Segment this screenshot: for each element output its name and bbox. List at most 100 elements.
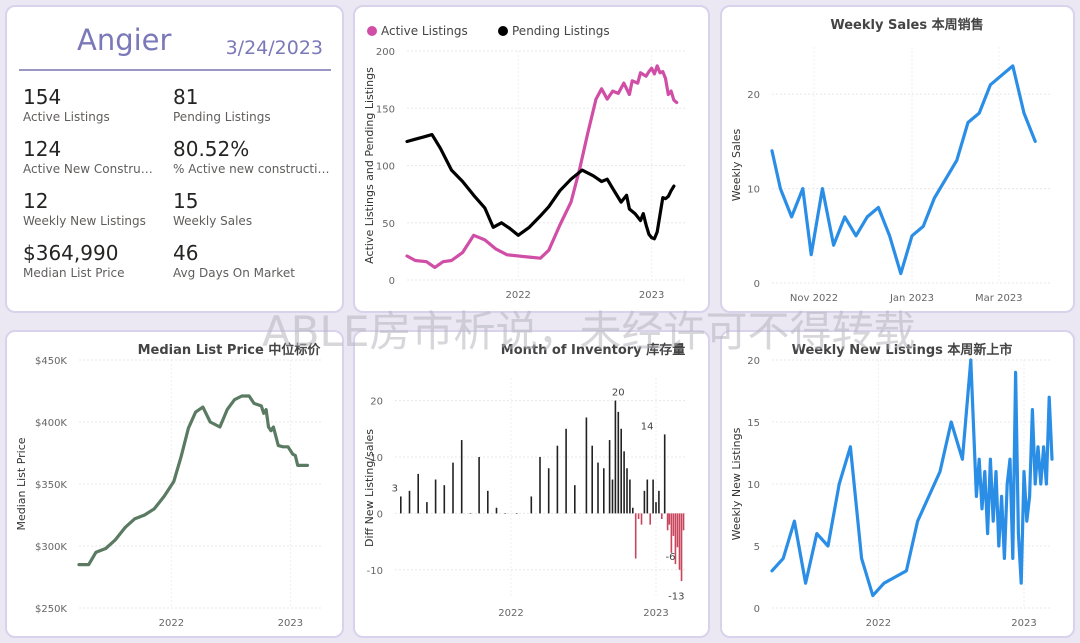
kpi-median-list-price: $364,990 Median List Price [23, 241, 183, 281]
kpi-label: Active New Constructi... [23, 162, 158, 176]
y-tick-label: 50 [382, 219, 395, 230]
kpi-value: 124 [23, 137, 62, 161]
chart-title: Weekly Sales 本周销售 [830, 17, 983, 33]
series-line [405, 133, 676, 241]
bar [478, 456, 480, 514]
y-tick-label: 0 [754, 279, 760, 290]
bar [611, 479, 614, 514]
bar [626, 468, 628, 514]
bar [487, 490, 489, 514]
report-date: 3/24/2023 [225, 37, 323, 59]
bar [617, 411, 620, 514]
month-of-inventory-chart: Month of Inventory 库存量 -10 0 10 20 2022 2023 Di… [363, 342, 685, 619]
y-tick-label: 0 [377, 509, 383, 520]
kpi-header: Angier 3/24/2023 [19, 19, 331, 71]
bar [597, 462, 599, 514]
x-tick-label: 2023 [1011, 618, 1036, 629]
bar [680, 513, 683, 582]
legend-marker [367, 26, 377, 36]
y-tick-label: 0 [389, 276, 395, 287]
bar [674, 513, 677, 565]
bar [640, 513, 643, 525]
y-tick-label: 10 [747, 185, 760, 196]
weekly-sales-chart-card: Weekly Sales 本周销售 0 10 20 Nov 2022 Jan 2023 Ma… [720, 5, 1075, 313]
bar [672, 513, 675, 536]
chart-title: Weekly New Listings 本周新上市 [792, 342, 1013, 358]
bar [652, 479, 654, 514]
median-list-price-chart: Median List Price 中位标价 $250K $300K $350K $40… [15, 342, 322, 629]
y-tick-label: $300K [35, 542, 67, 553]
bar [603, 468, 605, 514]
bar [452, 462, 454, 514]
y-tick-label: -10 [367, 566, 383, 577]
bar [623, 451, 625, 514]
y-axis-label: Active Listings and Pending Listings [363, 67, 376, 264]
x-tick-label: 2022 [159, 618, 184, 629]
y-tick-label: 200 [376, 47, 395, 58]
data-label: -6 [666, 552, 676, 563]
bar [426, 502, 428, 514]
kpi-value: 80.52% [173, 137, 250, 161]
kpi-value: 154 [23, 85, 62, 109]
bar [469, 513, 472, 514]
data-label: 3 [392, 483, 398, 494]
y-axis-label: Weekly New Listings [730, 427, 743, 540]
kpi-label: Pending Listings [173, 110, 271, 124]
bar [676, 513, 679, 548]
x-tick-label: 2023 [278, 618, 303, 629]
x-tick-label: 2023 [639, 290, 664, 301]
bar [655, 502, 657, 514]
bar [434, 479, 437, 514]
kpi-pending-listings: 81 Pending Listings [173, 85, 333, 125]
series-line [770, 64, 1037, 276]
bar [663, 434, 666, 514]
y-tick-label: $400K [35, 418, 67, 429]
kpi-value: 12 [23, 189, 49, 213]
kpi-label: % Active new constructions [173, 162, 333, 176]
kpi-card: Angier 3/24/2023 154 Active Listings 81 … [5, 5, 344, 313]
bar [400, 496, 402, 514]
kpi-weekly-sales: 15 Weekly Sales [173, 189, 333, 229]
bar [682, 513, 685, 531]
x-tick-label: 2022 [505, 290, 530, 301]
series-line [77, 394, 309, 567]
kpi-pct-active-new-construction: 80.52% % Active new constructions [173, 137, 333, 177]
median-list-price-chart-card: Median List Price 中位标价 $250K $300K $350K $40… [5, 330, 344, 638]
chart-title: Median List Price 中位标价 [138, 342, 322, 358]
y-tick-label: 20 [747, 356, 760, 367]
city-title: Angier [77, 23, 172, 57]
kpi-value: $364,990 [23, 241, 119, 265]
y-tick-label: 0 [754, 604, 760, 615]
bar [516, 513, 518, 514]
x-tick-label: Jan 2023 [889, 293, 934, 304]
bar [658, 490, 660, 514]
bar [591, 445, 593, 514]
bar [634, 513, 637, 559]
y-tick-label: $450K [35, 356, 67, 367]
kpi-label: Avg Days On Market [173, 266, 295, 280]
x-tick-label: 2022 [866, 618, 891, 629]
kpi-label: Active Listings [23, 110, 110, 124]
bar [504, 513, 506, 514]
y-tick-label: 10 [747, 480, 760, 491]
kpi-label: Weekly Sales [173, 214, 253, 228]
bar [632, 507, 634, 514]
y-tick-label: 5 [754, 542, 760, 553]
kpi-label: Median List Price [23, 266, 125, 280]
bar [408, 490, 411, 514]
weekly-new-listings-chart: Weekly New Listings 本周新上市 0 5 10 15 20 2022 202… [730, 342, 1054, 629]
bar [443, 485, 446, 514]
bar [539, 456, 541, 514]
bar [646, 479, 649, 514]
bar [565, 428, 567, 514]
kpi-value: 46 [173, 241, 199, 265]
bar [460, 440, 463, 514]
y-tick-label: 20 [747, 90, 760, 101]
bar [614, 400, 617, 514]
kpi-avg-days-on-market: 46 Avg Days On Market [173, 241, 333, 281]
series-line [405, 64, 679, 269]
bar [670, 513, 673, 553]
kpi-label: Weekly New Listings [23, 214, 146, 228]
bar [666, 513, 669, 531]
bar [556, 445, 559, 514]
